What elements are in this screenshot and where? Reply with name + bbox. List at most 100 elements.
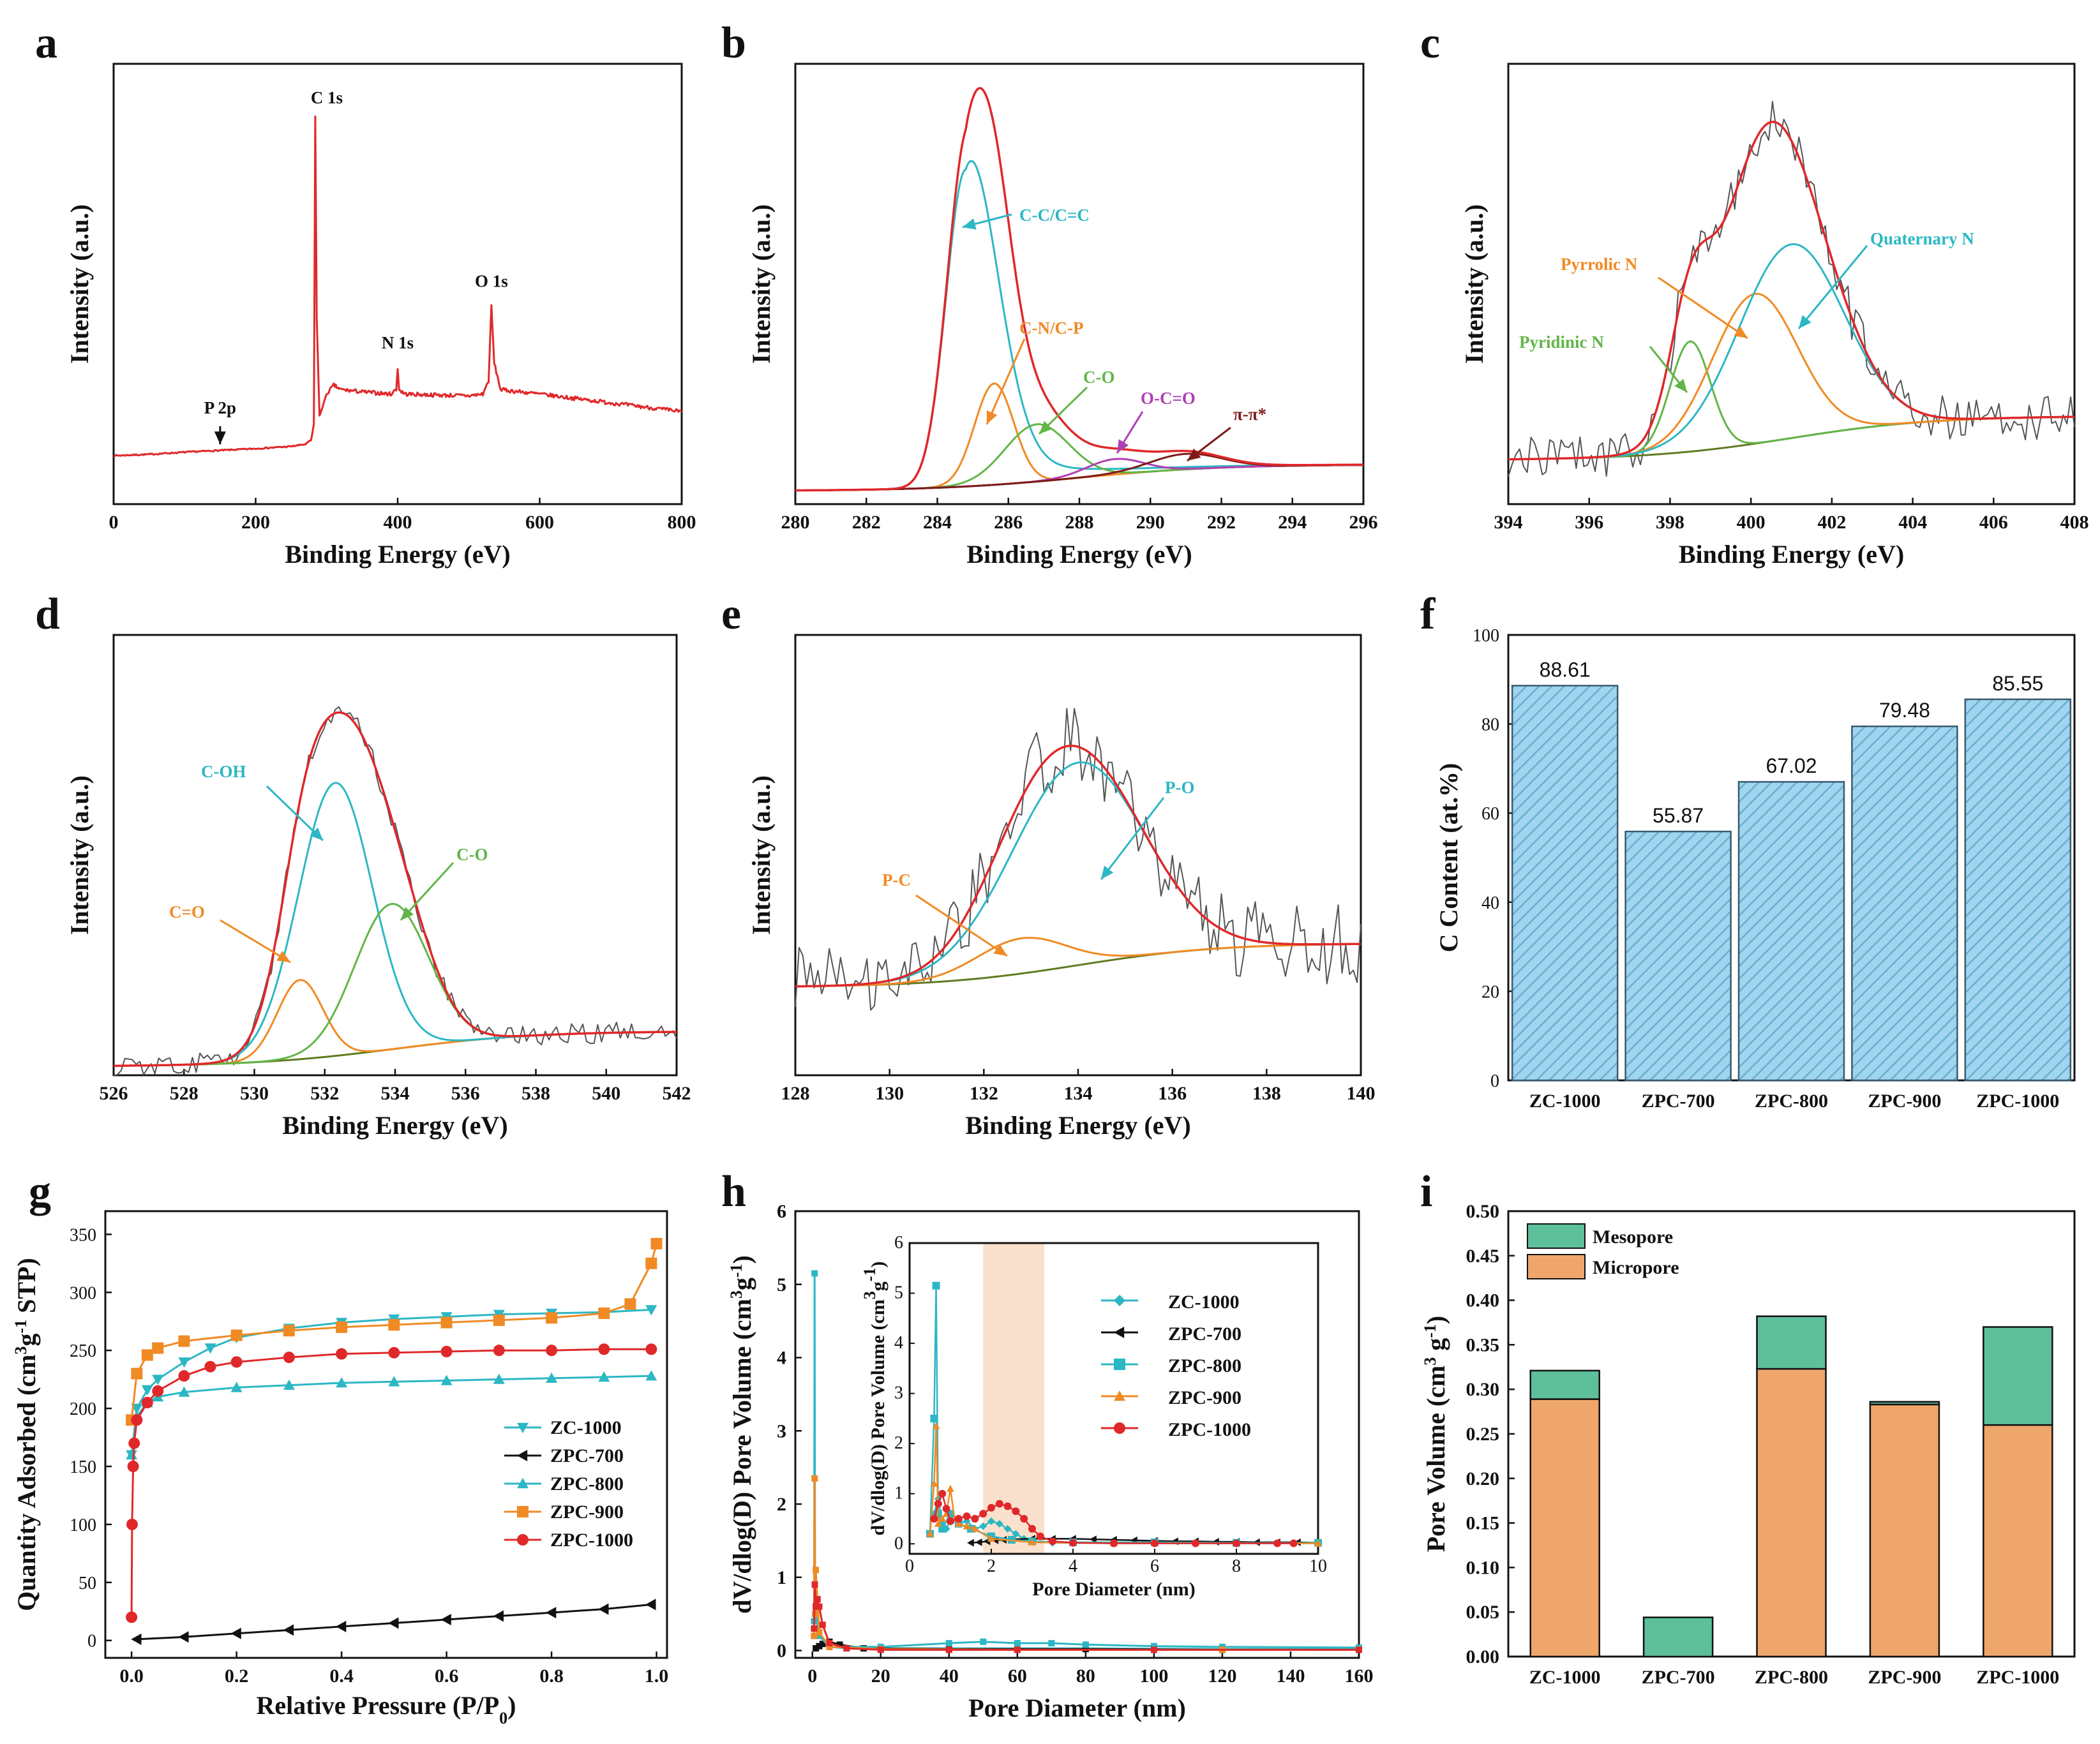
panel-h-point-ZPC-1000 (1356, 1646, 1362, 1653)
inset-x-tick-label: 6 (1150, 1556, 1159, 1576)
panel-letter-c: c (1420, 19, 1440, 68)
panel-h-point-ZPC-1000 (1150, 1646, 1157, 1653)
panel-d-label-0: C-OH (201, 762, 246, 781)
panel-d-arrow-2-head (276, 951, 290, 962)
panel-e-arrow-1-head (993, 944, 1007, 956)
panel-h-point-ZPC-800 (1082, 1641, 1089, 1648)
panel-f-x-tick-label-ZPC-900: ZPC-900 (1868, 1091, 1941, 1112)
panel-b-x-tick-label: 296 (1349, 512, 1378, 533)
panel-g-y-tick-label: 300 (70, 1283, 96, 1303)
panel-g-point-ZPC-900 (440, 1316, 453, 1329)
panel-h-y-tick-label: 3 (777, 1420, 786, 1442)
panel-i-y-tick-label: 0.15 (1466, 1513, 1500, 1534)
panel-d-peak-0 (114, 979, 677, 1067)
inset-point-ZPC-900 (926, 1530, 934, 1537)
panel-h-point-ZPC-1000 (826, 1640, 833, 1647)
panel-i-bar-Mesopore-ZPC-900 (1869, 1401, 1940, 1406)
panel-d-arrow-1 (400, 861, 454, 921)
panel-a-x-tick-label: 600 (525, 512, 554, 533)
inset-y-tick-label: 1 (894, 1484, 903, 1503)
inset-y-axis-title: dV/dlog(D) Pore Volume (cm3g-1) (860, 1262, 889, 1536)
inset-point-ZPC-700 (975, 1538, 982, 1546)
panel-h-point-ZPC-800 (811, 1270, 818, 1277)
panel-i-bar-Micropore-ZC-1000 (1529, 1398, 1600, 1658)
inset-y-tick-label: 5 (894, 1283, 903, 1303)
panel-i-x-tick-label-ZPC-700: ZPC-700 (1642, 1667, 1715, 1688)
inset-point-ZPC-1000 (979, 1510, 987, 1518)
inset-x-tick-label: 10 (1309, 1556, 1327, 1576)
panel-g-legend-label-ZPC-800: ZPC-800 (550, 1473, 624, 1494)
panel-d-arrow-1-head (401, 907, 414, 920)
panel-letter-i: i (1420, 1167, 1432, 1216)
panel-i-legend-swatch-Micropore (1527, 1254, 1586, 1279)
panel-i-bar-Mesopore-ZC-1000 (1529, 1369, 1600, 1400)
inset-point-ZPC-1000 (1192, 1539, 1199, 1547)
panel-b-label-0: C-C/C=C (1019, 205, 1090, 225)
panel-g-legend-marker (517, 1422, 529, 1433)
panel-e-arrow-1 (915, 894, 1008, 957)
panel-g-point-ZPC-1000 (127, 1461, 139, 1472)
inset-highlight-band (983, 1243, 1045, 1554)
panel-a-x-tick-label: 0 (109, 512, 119, 533)
panel-g-line-ZPC-800 (130, 1375, 652, 1456)
panel-g-point-ZPC-900 (178, 1335, 190, 1347)
panel-d-x-tick-label: 540 (592, 1083, 620, 1104)
panel-g-x-axis-title: Relative Pressure (P/P0) (257, 1691, 516, 1727)
panel-i-y-tick-label: 0.30 (1466, 1379, 1500, 1400)
panel-g-y-tick-label: 100 (70, 1516, 96, 1535)
panel-h-point-ZPC-1000 (945, 1646, 952, 1653)
inset-point-ZPC-1000 (1233, 1539, 1240, 1547)
panel-f-x-tick-label-ZPC-800: ZPC-800 (1755, 1091, 1828, 1112)
inset-point-ZPC-1000 (930, 1515, 938, 1523)
panel-h-x-tick-label: 140 (1276, 1666, 1305, 1687)
inset-point-ZPC-900 (1314, 1539, 1322, 1547)
panel-g-point-ZPC-800 (598, 1371, 610, 1382)
panel-h-point-ZPC-1000 (814, 1596, 821, 1603)
panel-f-y-tick-label: 60 (1481, 804, 1499, 824)
panel-c-arrow-0-head (1674, 378, 1687, 392)
panel-g-x-tick-label: 1.0 (645, 1666, 669, 1687)
panel-g-point-ZPC-800 (178, 1386, 190, 1397)
panel-g-point-ZPC-1000 (493, 1345, 505, 1357)
inset-point-ZPC-1000 (1049, 1537, 1056, 1546)
panel-i-y-tick-label: 0.20 (1466, 1468, 1500, 1489)
panel-i-bar-Mesopore-ZPC-700 (1642, 1616, 1714, 1658)
panel-i-bar-Micropore-ZPC-800 (1756, 1368, 1827, 1658)
panel-g-point-ZPC-900 (645, 1257, 657, 1269)
panel-h-point-ZPC-1000 (843, 1645, 850, 1652)
panel-a-label-o1s: O 1s (475, 272, 508, 291)
panel-g-legend-marker (517, 1534, 529, 1546)
inset-point-ZPC-900 (963, 1522, 971, 1530)
panel-i-legend-swatch-Mesopore (1527, 1223, 1586, 1249)
inset-point-ZPC-1000 (1020, 1515, 1028, 1523)
panel-c-peak-0 (1508, 340, 2075, 461)
inset-point-ZPC-900 (930, 1480, 938, 1487)
panel-c-label-1: Pyrrolic N (1561, 255, 1638, 274)
inset-legend-label-ZPC-900: ZPC-900 (1168, 1387, 1241, 1408)
panel-b-x-tick-label: 286 (994, 512, 1023, 533)
panel-g-point-ZPC-1000 (336, 1348, 348, 1360)
panel-a-frame (112, 63, 683, 505)
panel-g-point-ZPC-700 (645, 1599, 656, 1611)
panel-h-point-ZPC-1000 (811, 1625, 818, 1632)
panel-e-envelope-line (795, 744, 1361, 988)
panel-g-point-ZPC-1000 (230, 1356, 243, 1368)
inset-point-ZPC-800 (932, 1281, 940, 1290)
panel-g-y-tick-label: 50 (79, 1574, 96, 1593)
inset-point-ZC-1000 (979, 1522, 987, 1530)
panel-e-x-axis-title: Binding Energy (eV) (965, 1111, 1190, 1140)
inset-point-ZPC-1000 (1289, 1539, 1298, 1547)
inset-y-tick-label: 2 (894, 1433, 903, 1453)
panel-h-x-tick-label: 160 (1345, 1666, 1374, 1687)
panel-b-x-tick-label: 282 (852, 512, 881, 533)
panel-e-x-tick-label: 138 (1252, 1083, 1281, 1104)
panel-letter-h: h (721, 1167, 746, 1216)
panel-c-x-tick-label: 406 (1979, 512, 2008, 533)
panel-g-point-ZPC-900 (388, 1319, 400, 1331)
panel-c-x-tick-label: 398 (1656, 512, 1684, 533)
panel-g-legend-label-ZPC-900: ZPC-900 (550, 1502, 624, 1523)
panel-e-x-tick-label: 132 (970, 1083, 998, 1104)
inset-point-ZPC-900 (934, 1519, 942, 1527)
panel-g-point-ZPC-700 (336, 1620, 347, 1632)
inset-x-tick-label: 4 (1069, 1556, 1077, 1576)
